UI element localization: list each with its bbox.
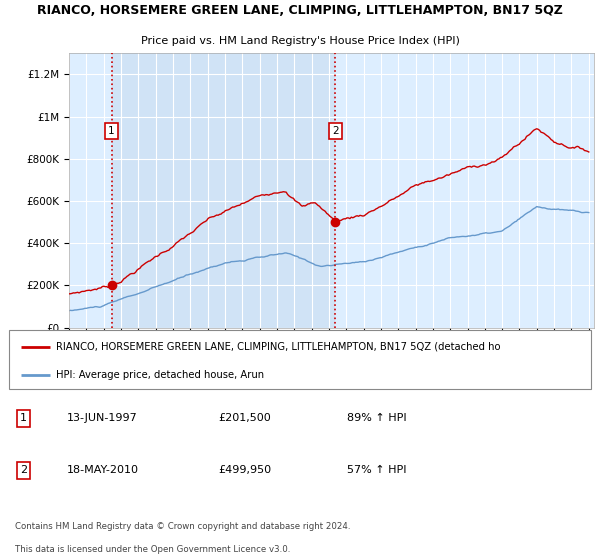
Text: 1: 1 [20,413,27,423]
Text: 2: 2 [20,465,27,475]
Text: £201,500: £201,500 [218,413,271,423]
Text: 1: 1 [109,127,115,136]
Text: 57% ↑ HPI: 57% ↑ HPI [347,465,406,475]
Text: 89% ↑ HPI: 89% ↑ HPI [347,413,406,423]
Text: This data is licensed under the Open Government Licence v3.0.: This data is licensed under the Open Gov… [15,545,290,554]
Text: £499,950: £499,950 [218,465,272,475]
FancyBboxPatch shape [9,330,591,389]
Text: RIANCO, HORSEMERE GREEN LANE, CLIMPING, LITTLEHAMPTON, BN17 5QZ: RIANCO, HORSEMERE GREEN LANE, CLIMPING, … [37,4,563,17]
Text: HPI: Average price, detached house, Arun: HPI: Average price, detached house, Arun [56,370,263,380]
Text: Contains HM Land Registry data © Crown copyright and database right 2024.: Contains HM Land Registry data © Crown c… [15,522,350,531]
Text: 2: 2 [332,127,339,136]
Text: 13-JUN-1997: 13-JUN-1997 [67,413,138,423]
Bar [112,53,335,328]
Text: Price paid vs. HM Land Registry's House Price Index (HPI): Price paid vs. HM Land Registry's House … [140,36,460,46]
Text: RIANCO, HORSEMERE GREEN LANE, CLIMPING, LITTLEHAMPTON, BN17 5QZ (detached ho: RIANCO, HORSEMERE GREEN LANE, CLIMPING, … [56,342,500,352]
Text: 18-MAY-2010: 18-MAY-2010 [67,465,139,475]
